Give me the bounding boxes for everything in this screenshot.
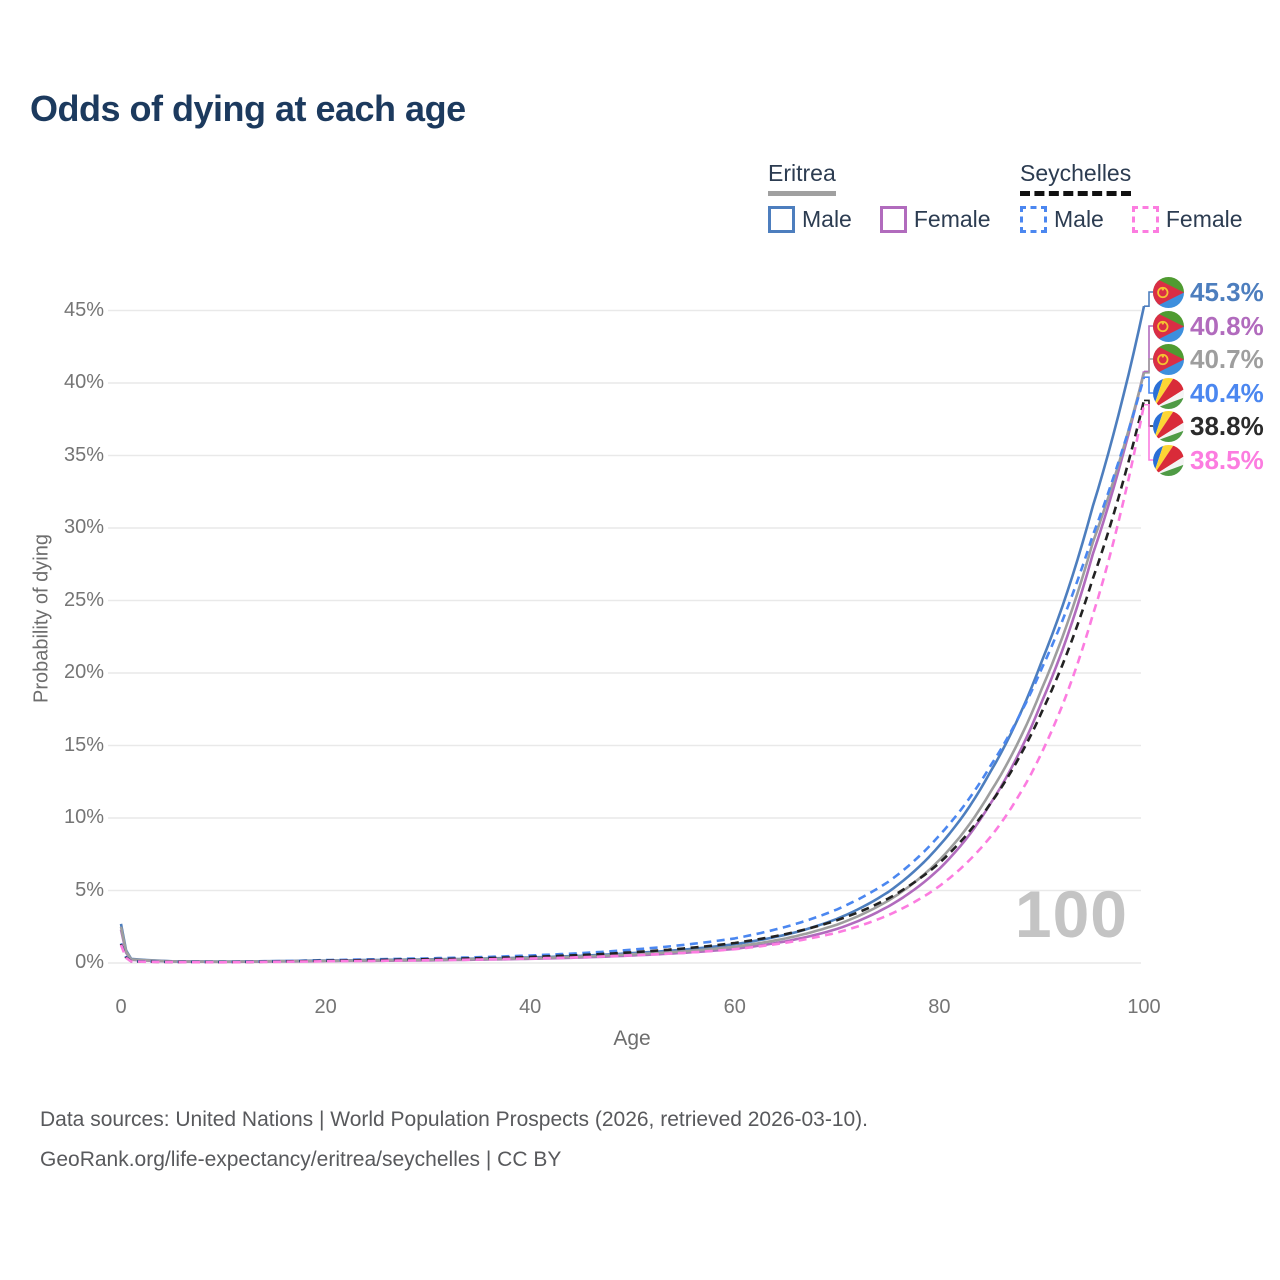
label-connector-lines xyxy=(1144,291,1153,461)
series-line-eritrea-male[interactable] xyxy=(119,305,1146,963)
y-tick-label: 20% xyxy=(63,661,104,683)
end-label-seychelles-female: 38.5% xyxy=(1153,443,1264,477)
y-tick-label: 45% xyxy=(63,298,104,321)
end-label-value: 38.5% xyxy=(1190,444,1264,475)
y-tick-label: 40% xyxy=(63,371,104,393)
series-line-eritrea-female[interactable] xyxy=(119,371,1146,964)
x-tick-label: 60 xyxy=(723,996,746,1018)
end-label-value: 40.8% xyxy=(1190,310,1264,341)
x-tick-label: 40 xyxy=(519,996,542,1018)
legend-group-title: Eritrea xyxy=(768,160,836,186)
legend-item-eritrea-male[interactable]: Male xyxy=(768,206,852,233)
legend-item-eritrea-female[interactable]: Female xyxy=(879,206,991,233)
y-tick-label: 5% xyxy=(75,878,104,901)
eritrea-flag-icon xyxy=(1153,343,1184,375)
x-tick-label: 80 xyxy=(928,996,951,1018)
end-label-value: 38.8% xyxy=(1190,410,1264,441)
legend-item-seychelles-female[interactable]: Female xyxy=(1131,206,1243,233)
x-tick-label: 100 xyxy=(1127,996,1161,1018)
connector-seychelles-male xyxy=(1144,376,1153,394)
y-tick-label: 35% xyxy=(63,443,104,466)
page-title: Odds of dying at each age xyxy=(30,88,466,129)
y-tick-label: 25% xyxy=(63,588,104,611)
end-label-eritrea-both: 40.7% xyxy=(1153,342,1264,376)
eritrea-flag-icon xyxy=(1153,276,1184,308)
data-sources-text: Data sources: United Nations | World Pop… xyxy=(40,1108,869,1131)
end-label-value: 40.7% xyxy=(1190,343,1264,374)
series-line-eritrea-both[interactable] xyxy=(119,372,1146,963)
legend-swatch-icon xyxy=(1131,206,1159,233)
y-tick-label: 10% xyxy=(63,806,104,828)
series-line-seychelles-female[interactable] xyxy=(119,404,1146,964)
eritrea-flag-icon xyxy=(1153,310,1184,342)
legend-swatch-icon xyxy=(879,206,907,233)
series-line-seychelles-male[interactable] xyxy=(119,376,1146,964)
legend-item-label: Male xyxy=(802,206,852,232)
x-tick-label: 0 xyxy=(115,996,127,1018)
legend-group-seychelles: Seychelles Male Female xyxy=(1020,160,1243,233)
legend-swatch-icon xyxy=(1020,206,1047,233)
y-tick-label: 15% xyxy=(63,733,104,756)
seychelles-flag-icon xyxy=(1153,410,1184,442)
legend-item-label: Female xyxy=(1165,206,1243,232)
legend-group-title: Seychelles xyxy=(1020,160,1132,186)
connector-eritrea-female xyxy=(1144,325,1153,373)
end-label-eritrea-male: 45.3% xyxy=(1153,275,1264,309)
connector-eritrea-both xyxy=(1144,358,1153,374)
attribution-text: GeoRank.org/life-expectancy/eritrea/seyc… xyxy=(40,1148,562,1171)
gridlines xyxy=(108,309,1141,964)
x-axis-title: Age xyxy=(613,1027,651,1050)
y-tick-label: 0% xyxy=(75,951,104,973)
connector-seychelles-female xyxy=(1144,403,1153,461)
legend-item-label: Female xyxy=(913,206,991,232)
age-counter-watermark: 100 xyxy=(1014,877,1128,951)
seychelles-flag-icon xyxy=(1153,444,1184,476)
end-label-value: 45.3% xyxy=(1190,276,1264,307)
end-label-seychelles-male: 40.4% xyxy=(1153,376,1264,410)
end-label-eritrea-female: 40.8% xyxy=(1153,309,1264,343)
legend-item-label: Male xyxy=(1054,206,1104,232)
end-label-value: 40.4% xyxy=(1190,377,1264,408)
legend-linestyle-sample xyxy=(768,191,836,196)
legend-linestyle-sample xyxy=(1020,191,1132,196)
y-axis-title: Probability of dying xyxy=(30,534,53,703)
legend-group-eritrea: Eritrea Male Female xyxy=(768,160,991,233)
y-tick-label: 30% xyxy=(63,516,104,538)
connector-eritrea-male xyxy=(1144,291,1153,307)
legend-swatch-icon xyxy=(768,206,795,233)
seychelles-flag-icon xyxy=(1153,377,1184,409)
legend-item-seychelles-male[interactable]: Male xyxy=(1020,206,1104,233)
x-tick-label: 20 xyxy=(314,996,337,1018)
end-label-seychelles-both: 38.8% xyxy=(1153,409,1264,443)
